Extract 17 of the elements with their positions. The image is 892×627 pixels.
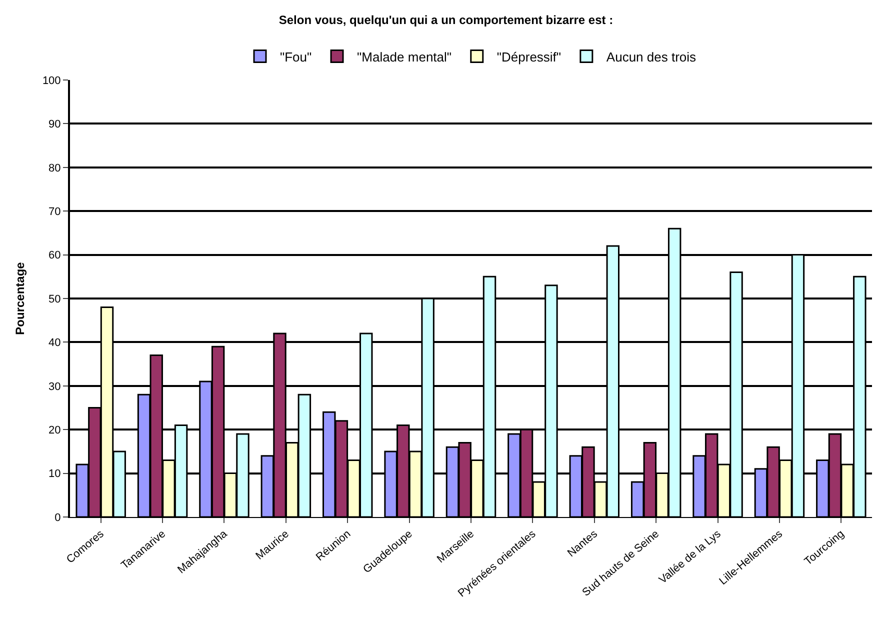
y-tick-label: 50 [48,293,61,306]
legend-label: Aucun des trois [606,49,697,64]
chart-title: Selon vous, quelqu'un qui a un comportement bizarre est : [278,13,614,28]
y-tick-label: 30 [48,380,61,393]
legend-label: "Malade mental" [357,49,452,64]
y-tick-label: 70 [48,206,61,218]
y-tick-label: 80 [48,162,61,174]
y-tick-label: 10 [48,468,61,480]
y-tick-label: 0 [54,512,61,524]
y-tick-label: 60 [48,250,61,262]
y-tick-label: 100 [42,74,61,87]
y-tick-label: 20 [48,424,61,436]
y-tick-label: 40 [48,337,61,350]
y-axis-title: Pourcentage [13,262,28,335]
y-tick-label: 90 [48,118,61,131]
legend-label: "Dépressif" [496,49,562,64]
legend-label: "Fou" [280,49,312,64]
